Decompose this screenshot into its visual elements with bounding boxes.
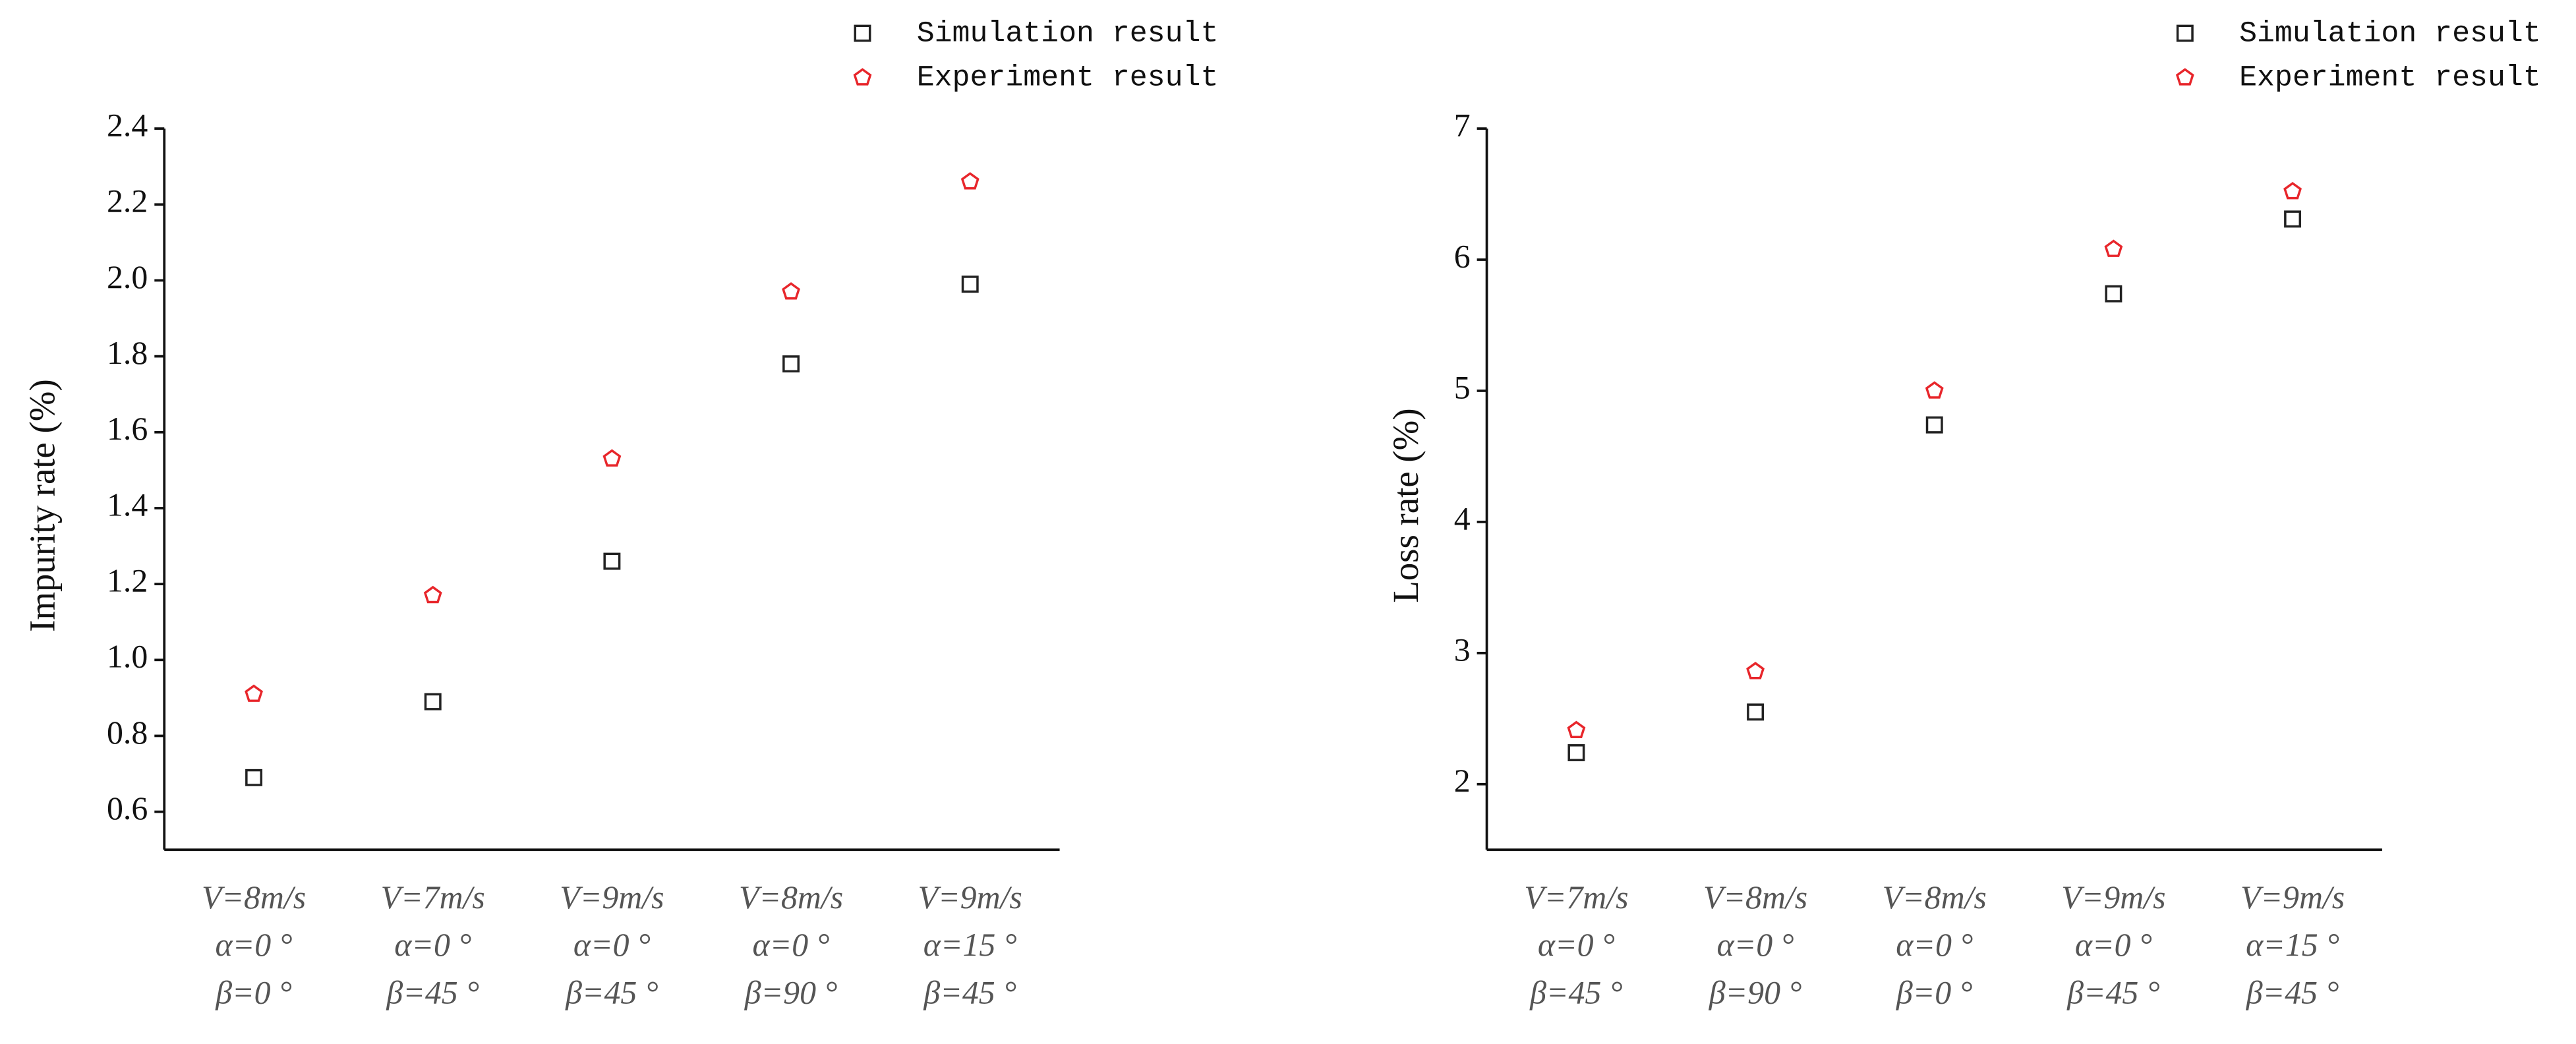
point: [1747, 703, 1765, 721]
point: [853, 68, 872, 86]
point: [2104, 239, 2123, 257]
x-tick-label: β=90 °: [1709, 974, 1802, 1010]
y-tick-label: 1.0: [107, 639, 148, 675]
x-tick-label: α=0 °: [216, 927, 293, 963]
point: [961, 276, 979, 293]
point: [2283, 181, 2302, 200]
point: [782, 355, 800, 373]
x-tick-label: β=45 °: [1529, 974, 1623, 1010]
x-tick-label: V=9m/s: [918, 879, 1022, 915]
point: [603, 552, 621, 570]
legend-label: Experiment result: [917, 62, 1219, 95]
point: [1746, 662, 1765, 680]
y-tick-label: 2.4: [107, 107, 148, 144]
y-tick-label: 0.8: [107, 714, 148, 751]
y-tick-label: 2: [1454, 763, 1471, 799]
x-tick-label: β=45 °: [923, 974, 1016, 1010]
x-tick-label: α=0 °: [753, 927, 830, 963]
point: [854, 24, 871, 42]
x-tick-label: V=8m/s: [202, 879, 306, 915]
chart: 2 3 4 5 6 7 Loss rate (%) V=7m/s α=0 ° β=45 ° V=8m…: [1386, 17, 2541, 1010]
x-tick-label: V=7m/s: [381, 879, 485, 915]
point: [960, 172, 980, 190]
point: [602, 449, 622, 467]
x-tick-label: α=15 °: [923, 927, 1017, 963]
y-tick-label: 1.2: [107, 563, 148, 599]
x-tick-label: V=9m/s: [2061, 879, 2165, 915]
point: [424, 693, 442, 710]
y-tick-label: 3: [1454, 631, 1471, 668]
y-tick-label: 0.6: [107, 790, 148, 826]
legend-label: Simulation result: [2239, 17, 2541, 50]
point: [1925, 381, 1944, 399]
y-tick-label: 1.6: [107, 411, 148, 447]
point: [1567, 744, 1585, 761]
x-tick-label: V=9m/s: [2240, 879, 2345, 915]
point: [1925, 416, 1943, 434]
y-axis-label: Impurity rate (%): [22, 379, 62, 632]
x-tick-label: α=0 °: [1717, 927, 1794, 963]
y-tick-label: 1.8: [107, 335, 148, 371]
point: [245, 684, 263, 702]
y-tick-label: 6: [1454, 238, 1471, 274]
x-tick-label: α=15 °: [2246, 927, 2339, 963]
x-tick-label: V=7m/s: [1524, 879, 1628, 915]
point: [782, 282, 800, 300]
point: [1567, 720, 1586, 739]
x-tick-label: β=45 °: [565, 974, 659, 1010]
x-tick-label: β=45 °: [386, 974, 479, 1010]
y-tick-label: 1.4: [107, 486, 148, 523]
point: [2284, 210, 2302, 228]
point: [2176, 24, 2194, 42]
point: [245, 768, 263, 786]
point: [423, 585, 442, 604]
x-tick-label: β=90 °: [744, 974, 838, 1010]
x-tick-label: V=8m/s: [1883, 879, 1987, 915]
y-tick-label: 2.0: [107, 259, 148, 295]
x-tick-label: V=8m/s: [1703, 879, 1807, 915]
chart: 0.6 0.8 1.0 1.2 1.4 1.6 1.8 2.0 2.2 2.4 Impurity r…: [22, 17, 1218, 1010]
y-tick-label: 5: [1454, 369, 1471, 405]
x-tick-label: α=0 °: [2075, 927, 2152, 963]
x-tick-label: β=45 °: [2066, 974, 2160, 1010]
x-tick-label: V=8m/s: [739, 879, 843, 915]
x-tick-label: α=0 °: [394, 927, 471, 963]
point: [2105, 285, 2122, 303]
x-tick-label: β=0 °: [1896, 974, 1973, 1010]
y-tick-label: 7: [1454, 107, 1471, 144]
x-tick-label: β=45 °: [2246, 974, 2339, 1010]
legend-label: Simulation result: [917, 17, 1219, 50]
x-tick-label: β=0 °: [215, 974, 292, 1010]
x-tick-label: α=0 °: [573, 927, 651, 963]
y-axis-label: Loss rate (%): [1386, 408, 1426, 602]
y-tick-label: 4: [1454, 500, 1471, 536]
x-tick-label: α=0 °: [1896, 927, 1973, 963]
point: [2175, 68, 2194, 86]
x-tick-label: V=9m/s: [560, 879, 664, 915]
x-tick-label: α=0 °: [1538, 927, 1615, 963]
y-tick-label: 2.2: [107, 183, 148, 219]
legend-label: Experiment result: [2239, 62, 2541, 95]
